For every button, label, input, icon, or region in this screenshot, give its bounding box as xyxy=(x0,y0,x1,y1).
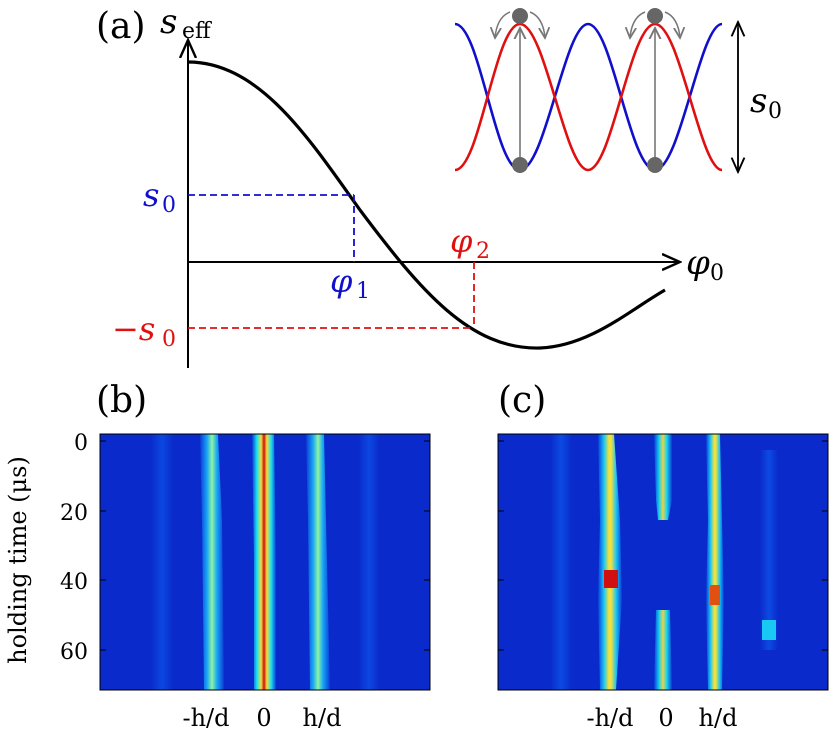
x-tick-minus-c: -h/d xyxy=(586,704,633,732)
y-axis-label-b: holding time (μs) xyxy=(4,456,32,664)
neg-s0-sub: 0 xyxy=(162,327,176,352)
phi1-label: φ xyxy=(330,262,353,300)
panel-c: (c) -h/d 0 h/d xyxy=(497,380,829,732)
band-b-center xyxy=(252,434,276,690)
phi1-sub: 1 xyxy=(356,279,370,304)
band-c-plus xyxy=(706,434,724,690)
band-c-center-top xyxy=(654,434,672,520)
phi2-label: φ xyxy=(450,222,473,260)
x-tick-zero-b: 0 xyxy=(256,704,271,732)
panel-c-label: (c) xyxy=(498,380,546,421)
inset-s0-label: s xyxy=(750,81,767,121)
x-axis-sub: 0 xyxy=(710,261,724,286)
neg-s0-label: −s xyxy=(112,310,155,348)
y-axis-label: s xyxy=(160,2,177,42)
x-tick-plus-b: h/d xyxy=(303,704,342,732)
blue-lattice-wave xyxy=(454,22,723,172)
x-tick-plus-c: h/d xyxy=(699,704,738,732)
atom-right xyxy=(630,8,680,173)
s0-sub: 0 xyxy=(162,193,176,218)
red-lattice-wave xyxy=(454,22,723,172)
y-tick-0: 0 xyxy=(74,431,88,456)
y-tick-20: 20 xyxy=(60,501,88,526)
band-b-minus xyxy=(200,434,224,690)
lattice-inset: s 0 xyxy=(454,8,782,173)
x-axis-label: φ xyxy=(686,243,710,283)
x-tick-zero-c: 0 xyxy=(658,704,673,732)
panel-a: (a) s eff φ 0 s 0 φ 1 −s 0 φ 2 xyxy=(96,2,782,368)
atom-left xyxy=(495,8,545,173)
y-tick-60: 60 xyxy=(60,640,88,665)
panel-a-label: (a) xyxy=(96,6,146,47)
band-c-minus xyxy=(598,434,622,690)
x-tick-minus-b: -h/d xyxy=(182,704,229,732)
y-axis-sub: eff xyxy=(182,19,212,44)
band-b-plus xyxy=(306,434,330,690)
panel-b: (b) 0 20 40 60 holding time (μs) -h/d 0 … xyxy=(4,380,431,732)
phi2-sub: 2 xyxy=(476,239,490,264)
inset-s0-sub: 0 xyxy=(768,99,782,124)
y-tick-40: 40 xyxy=(60,570,88,595)
panel-b-label: (b) xyxy=(96,380,147,421)
band-c-center-bottom xyxy=(654,610,672,690)
s-eff-curve xyxy=(187,60,666,350)
s0-label: s xyxy=(143,176,159,214)
